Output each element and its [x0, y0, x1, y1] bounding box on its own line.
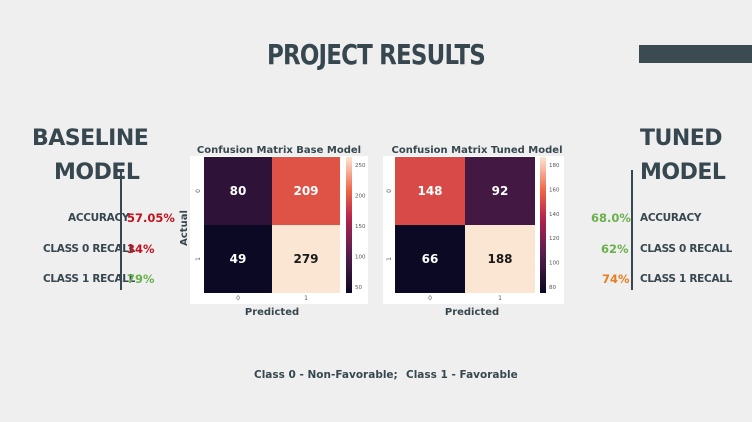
tuned-cell-label-1-0: 66 — [422, 252, 439, 266]
tuned-colorbar-ticks: 180 160 140 120 100 80 — [549, 163, 560, 291]
tuned-cell-label-1-1: 188 — [487, 252, 512, 266]
tuned-cell-label-0-1: 92 — [492, 184, 509, 198]
tuned-colorbar-tick: 160 — [549, 187, 560, 193]
baseline-accuracy-value: 57.05% — [127, 211, 175, 225]
tuned-divider — [631, 170, 633, 290]
baseline-class1-recall-label: CLASS 1 RECALL — [43, 273, 136, 285]
base-ytick-1: 1 — [195, 257, 202, 261]
footer-class1: Class 1 - Favorable — [406, 369, 518, 381]
tuned-colorbar-tick: 140 — [549, 212, 560, 218]
base-colorbar-tick: 50 — [355, 285, 362, 291]
tuned-heading-line2: MODEL — [640, 160, 726, 185]
base-cell-label-1-0: 49 — [230, 252, 247, 266]
baseline-class0-recall-value: 34% — [127, 242, 155, 256]
tuned-class1-recall-value: 74% — [602, 272, 630, 286]
tuned-accuracy-label: ACCURACY — [640, 212, 702, 224]
base-cell-label-0-0: 80 — [230, 184, 247, 198]
tuned-colorbar-tick: 100 — [549, 261, 560, 267]
base-xtick-0: 0 — [236, 295, 240, 302]
base-model-confusion-matrix: Confusion Matrix Base Model 80 209 49 27… — [179, 145, 368, 318]
base-cell-label-0-1: 209 — [293, 184, 318, 198]
tuned-ytick-1: 1 — [386, 257, 393, 261]
tuned-colorbar-tick: 180 — [549, 163, 560, 169]
baseline-class1-recall-value: 79% — [127, 272, 155, 286]
baseline-heading-line1: BASELINE — [32, 126, 149, 151]
tuned-colorbar — [540, 157, 546, 293]
footer-class0: Class 0 - Non-Favorable; — [254, 369, 398, 381]
base-ylabel: Actual — [179, 210, 190, 246]
tuned-chart-title: Confusion Matrix Tuned Model — [392, 145, 563, 156]
base-colorbar-ticks: 250 200 150 100 50 — [355, 163, 366, 291]
tuned-xtick-1: 1 — [498, 295, 502, 302]
base-colorbar-tick: 250 — [355, 163, 366, 169]
base-cell-0-0 — [204, 157, 272, 225]
page-title: PROJECT RESULTS — [266, 38, 486, 71]
tuned-xtick-0: 0 — [428, 295, 432, 302]
tuned-class0-recall-value: 62% — [601, 242, 629, 256]
tuned-cell-0-0 — [395, 157, 465, 225]
tuned-xlabel: Predicted — [445, 307, 499, 318]
tuned-accuracy-value: 68.0% — [591, 211, 631, 225]
base-chart-title: Confusion Matrix Base Model — [197, 145, 361, 156]
base-colorbar-tick: 100 — [355, 255, 366, 261]
base-cell-1-1 — [272, 225, 340, 293]
tuned-class1-recall-label: CLASS 1 RECALL — [640, 273, 733, 285]
baseline-class0-recall-label: CLASS 0 RECALL — [43, 243, 136, 255]
tuned-cell-0-1 — [465, 157, 535, 225]
base-colorbar-tick: 200 — [355, 194, 366, 200]
tuned-cell-label-0-0: 148 — [417, 184, 442, 198]
base-ytick-0: 0 — [195, 189, 202, 193]
base-xlabel: Predicted — [245, 307, 299, 318]
baseline-heading-line2: MODEL — [54, 160, 140, 185]
tuned-colorbar-tick: 80 — [549, 285, 556, 291]
tuned-cell-1-0 — [395, 225, 465, 293]
base-cell-0-1 — [272, 157, 340, 225]
base-cell-1-0 — [204, 225, 272, 293]
tuned-cell-1-1 — [465, 225, 535, 293]
tuned-ytick-0: 0 — [386, 189, 393, 193]
base-colorbar-tick: 150 — [355, 224, 366, 230]
tuned-colorbar-tick: 120 — [549, 236, 560, 242]
base-cell-label-1-1: 279 — [293, 252, 318, 266]
tuned-heading-line1: TUNED — [640, 126, 723, 151]
tuned-class0-recall-label: CLASS 0 RECALL — [640, 243, 733, 255]
base-colorbar — [346, 157, 352, 293]
baseline-accuracy-label: ACCURACY — [68, 212, 130, 224]
baseline-divider — [120, 170, 122, 290]
tuned-model-confusion-matrix: Confusion Matrix Tuned Model 148 92 66 1… — [383, 145, 564, 318]
base-xtick-1: 1 — [304, 295, 308, 302]
accent-bar — [639, 45, 752, 63]
